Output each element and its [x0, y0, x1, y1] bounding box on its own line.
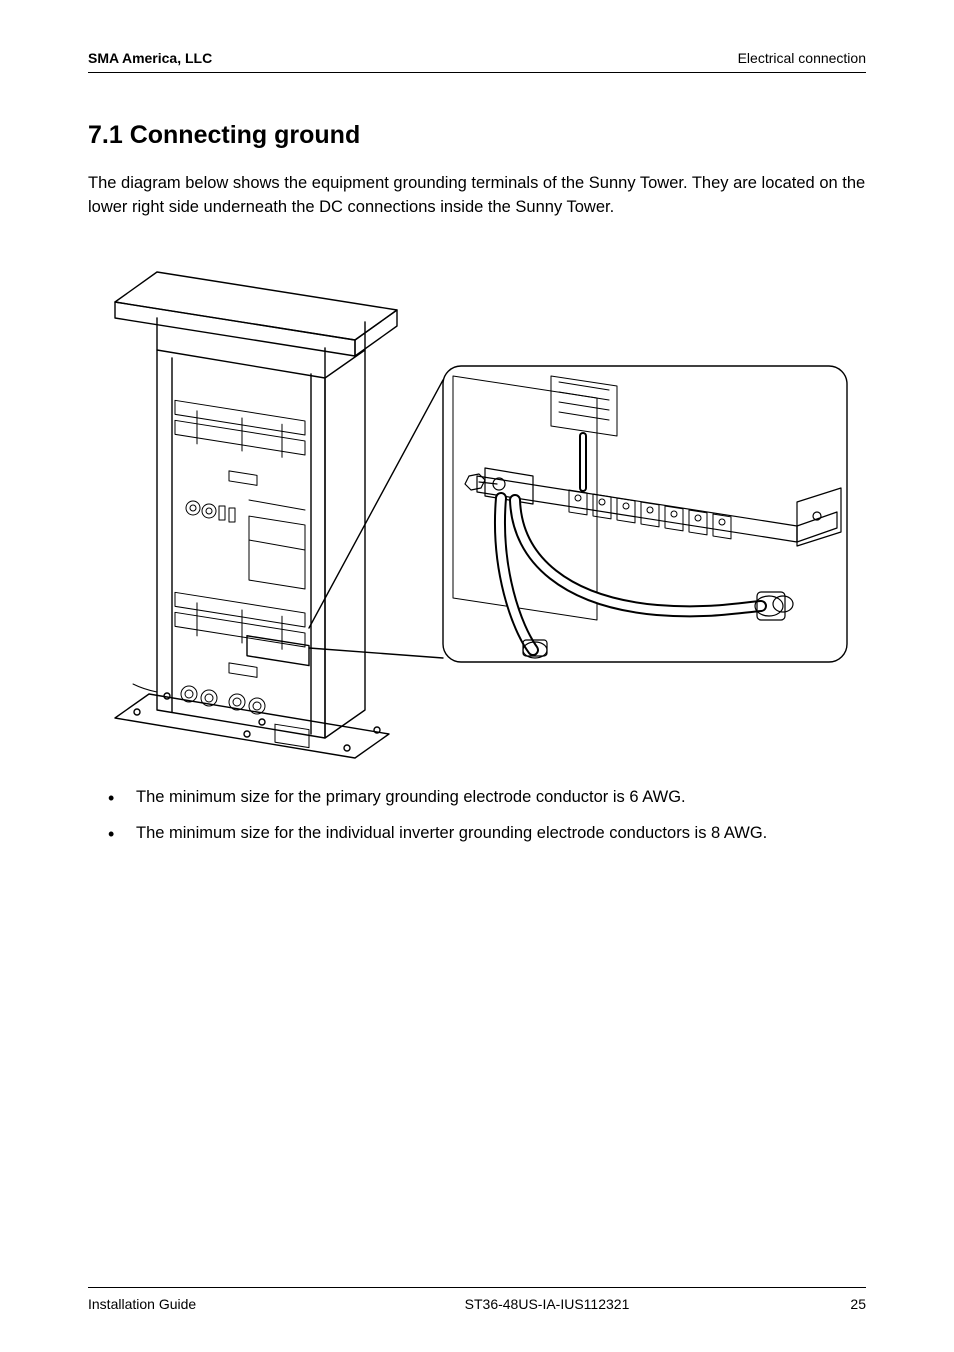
grounding-diagram	[97, 240, 857, 760]
section-paragraph: The diagram below shows the equipment gr…	[88, 172, 866, 220]
page: SMA America, LLC Electrical connection 7…	[0, 0, 954, 1352]
page-footer: Installation Guide ST36-48US-IA-IUS11232…	[88, 1287, 866, 1312]
footer-page-number: 25	[806, 1296, 866, 1312]
bullet-item: The minimum size for the individual inve…	[136, 820, 866, 846]
footer-rule	[88, 1287, 866, 1288]
section-heading: 7.1 Connecting ground	[88, 121, 866, 150]
diagram-svg	[97, 240, 857, 760]
footer-doc-type: Installation Guide	[88, 1296, 288, 1312]
bullet-list: The minimum size for the primary groundi…	[88, 784, 866, 847]
page-header: SMA America, LLC Electrical connection	[88, 50, 866, 66]
bullet-item: The minimum size for the primary groundi…	[136, 784, 866, 810]
footer-doc-id: ST36-48US-IA-IUS112321	[288, 1296, 806, 1312]
header-section: Electrical connection	[738, 50, 866, 66]
header-rule	[88, 72, 866, 73]
header-company: SMA America, LLC	[88, 50, 212, 66]
